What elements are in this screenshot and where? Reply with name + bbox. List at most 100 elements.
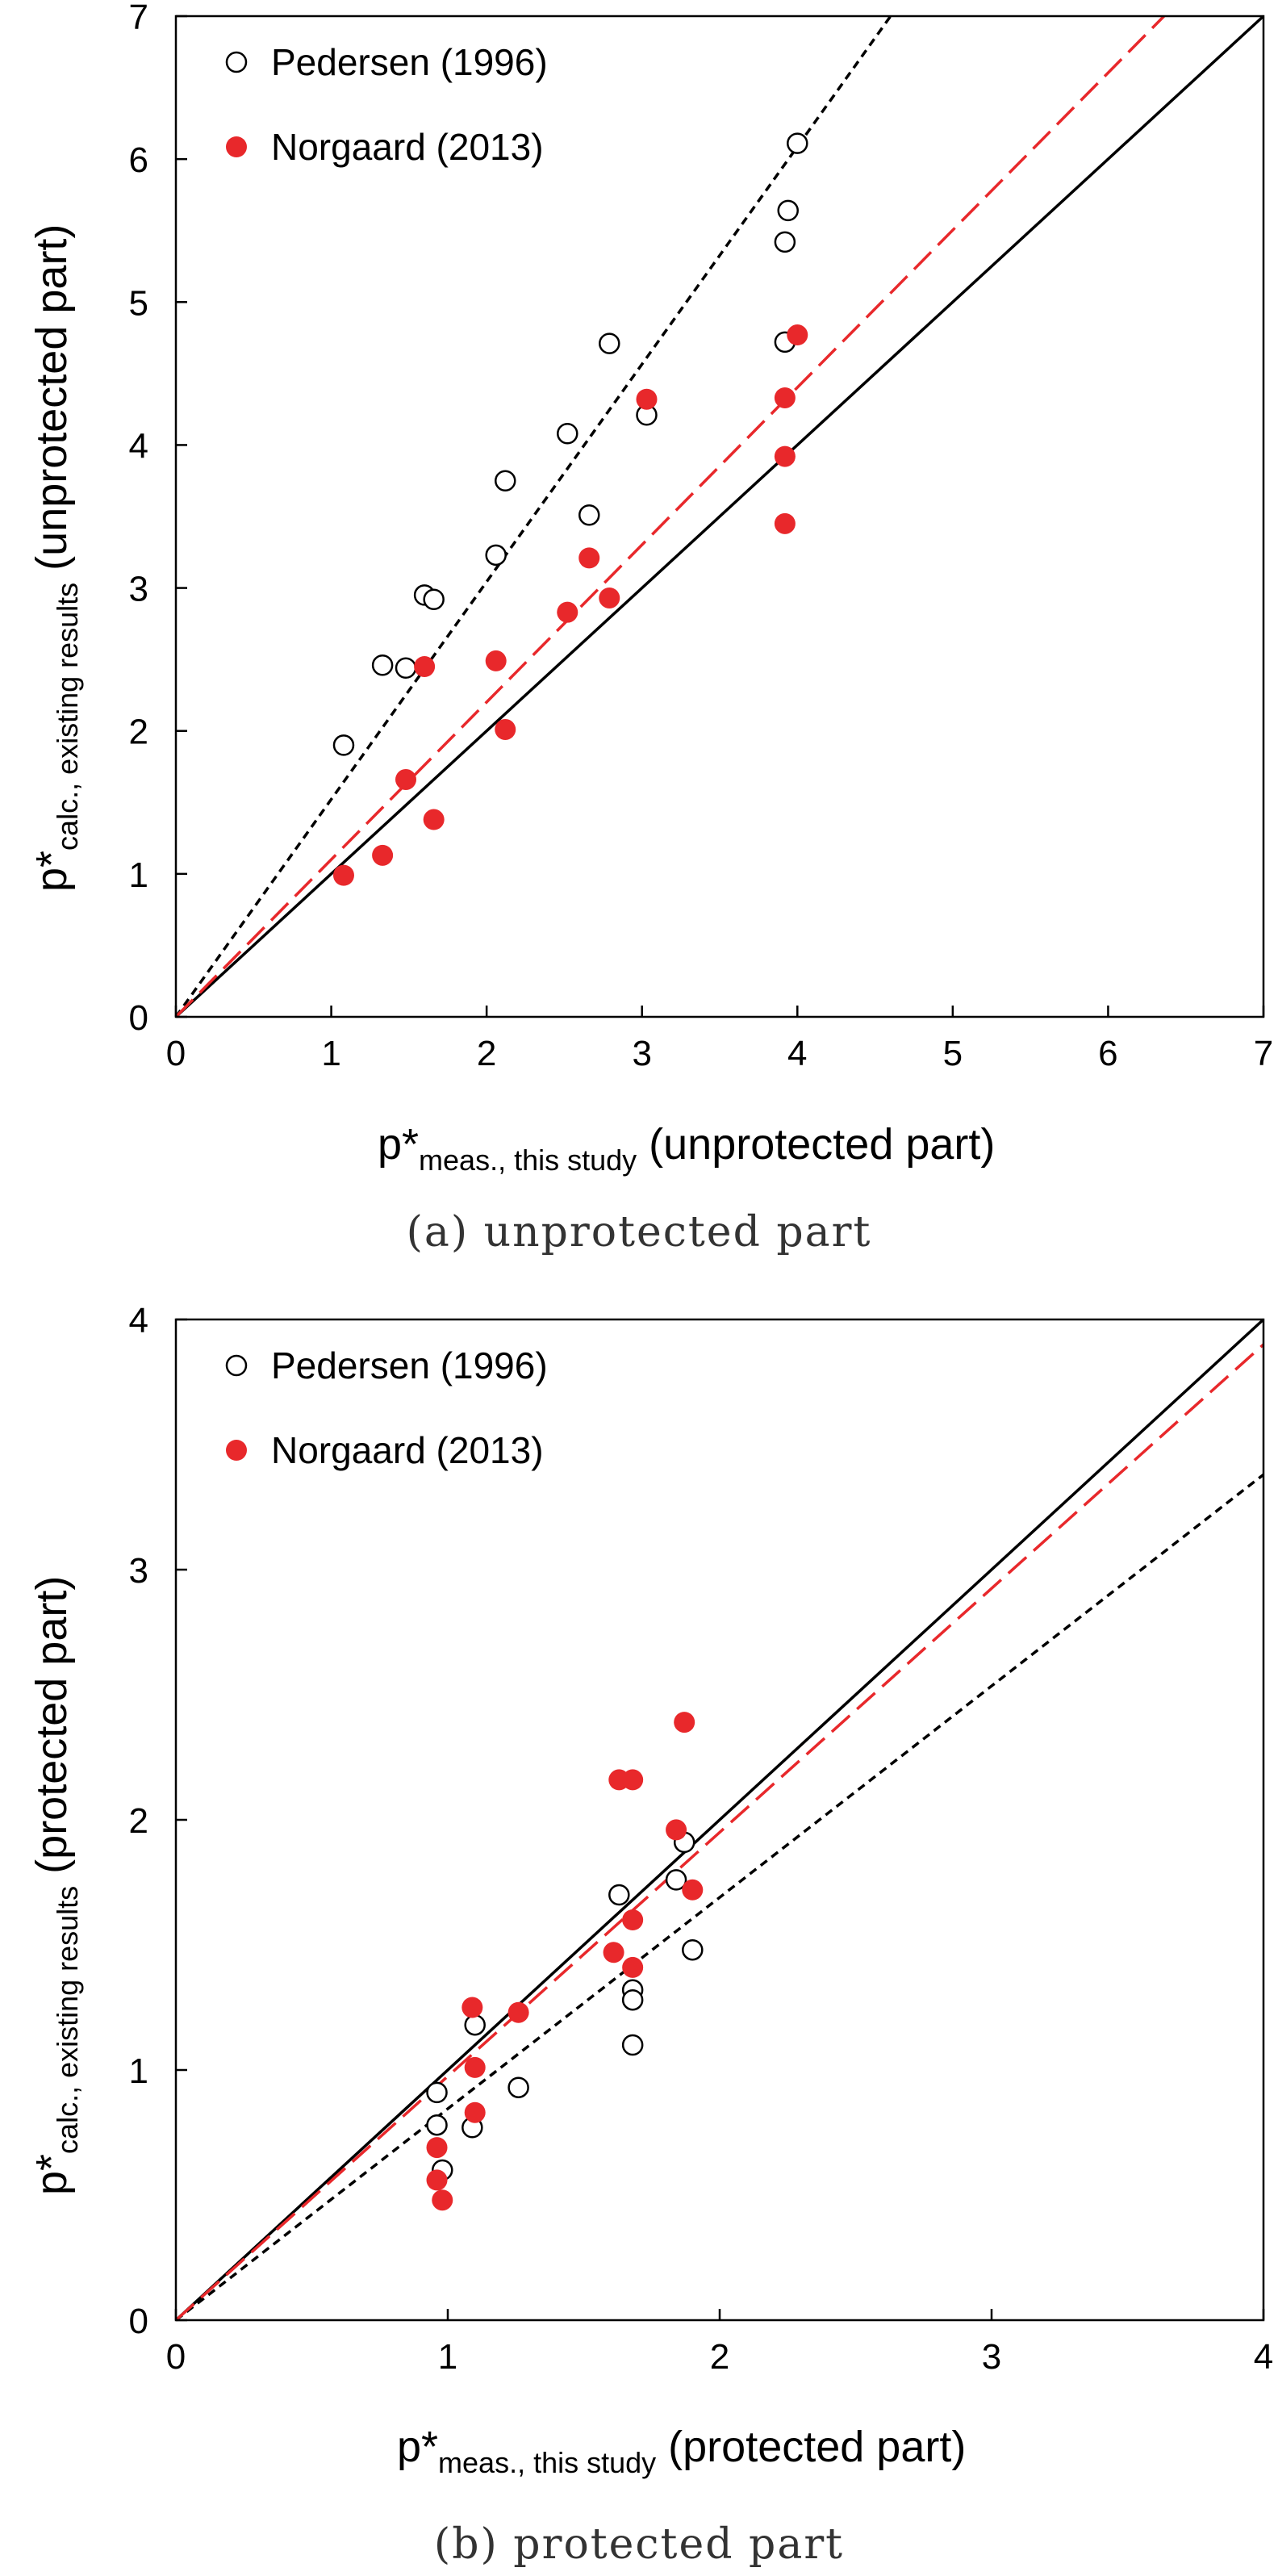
x-tick-label: 6 [1098, 1034, 1117, 1073]
legend-marker-pedersen [225, 1354, 248, 1377]
norgaard-point [395, 768, 417, 790]
norgaard-point [423, 809, 445, 830]
x-tick-label: 3 [982, 2337, 1001, 2377]
pedersen-point [423, 588, 445, 610]
pedersen-point [464, 2014, 486, 2036]
y-tick-label: 3 [129, 570, 148, 609]
norgaard-point [603, 1942, 624, 1963]
legend-label-pedersen: Pedersen (1996) [271, 1344, 548, 1386]
norgaard-point [426, 2137, 448, 2159]
chart-b-marks [174, 1318, 1265, 2322]
chart-a-marks [174, 15, 1265, 1018]
chart-a-x-label: p*meas., this study (unprotected part) [378, 1120, 995, 1177]
norgaard-point [682, 1879, 704, 1901]
pedersen-point [426, 2081, 448, 2104]
y-tick-label: 2 [129, 1801, 148, 1841]
pedersen-point [507, 2076, 529, 2098]
pedersen-point [599, 332, 620, 354]
chart-a-y-label-rest: (unprotected part) [27, 224, 76, 583]
x-tick-label: 2 [710, 2337, 729, 2377]
chart-b-y-label-main: p* [27, 2154, 76, 2195]
y-tick-label: 6 [129, 140, 148, 180]
chart-a-unprotected: 0 1 2 3 4 5 6 7 0 1 2 3 4 5 6 7 Pedersen (1996) Norgaa… [27, 0, 1273, 1257]
x-tick-label: 2 [477, 1034, 496, 1073]
legend-marker-norgaard [226, 1440, 247, 1461]
chart-a-y-label-main: p* [27, 851, 76, 892]
norgaard-point [578, 547, 600, 569]
chart-b-y-label: p*calc., existing results (protected par… [27, 1576, 84, 2195]
line-equality [174, 1318, 1265, 2322]
y-tick-label: 1 [129, 2051, 148, 2091]
legend-marker-pedersen [225, 51, 248, 73]
norgaard-point [461, 1997, 483, 2018]
y-tick-label: 3 [129, 1551, 148, 1591]
norgaard-point [426, 2169, 448, 2191]
pedersen-point [621, 2034, 644, 2056]
norgaard-point [622, 1956, 644, 1978]
chart-a-x-label-sub: meas., this study [419, 1144, 637, 1177]
chart-a-caption: (a) unprotected part [407, 1208, 872, 1257]
norgaard-point [372, 844, 394, 866]
chart-b-caption: (b) protected part [434, 2520, 844, 2569]
legend-label-norgaard: Norgaard (2013) [271, 1429, 544, 1471]
x-tick-label: 1 [438, 2337, 457, 2377]
norgaard-point [666, 1819, 687, 1841]
chart-a-x-label-rest: (unprotected part) [637, 1120, 995, 1169]
x-tick-label: 7 [1254, 1034, 1273, 1073]
pedersen-point [395, 657, 417, 680]
chart-b-legend: Pedersen (1996) Norgaard (2013) [225, 1344, 548, 1471]
norgaard-point [774, 445, 796, 467]
x-tick-label: 0 [166, 1034, 186, 1073]
line-equality [174, 15, 1265, 1018]
norgaard-point [414, 656, 436, 677]
x-tick-label: 3 [632, 1034, 651, 1073]
pedersen-point [426, 2114, 448, 2136]
pedersen-point [777, 199, 799, 222]
chart-b-x-label: p*meas., this study (protected part) [397, 2423, 966, 2479]
line-norgaard-fit [174, 1343, 1265, 2322]
chart-b-y-label-sub: calc., existing results [51, 1886, 84, 2154]
chart-b-x-label-main: p* [397, 2423, 438, 2471]
pedersen-point [682, 1938, 704, 1961]
norgaard-point [485, 650, 507, 671]
chart-a-legend: Pedersen (1996) Norgaard (2013) [225, 41, 548, 168]
norgaard-point [774, 512, 796, 534]
chart-b-y-ticks: 0 1 2 3 4 [129, 1301, 187, 2341]
chart-a-y-ticks: 0 1 2 3 4 5 6 7 [129, 0, 187, 1038]
norgaard-point [464, 2056, 486, 2078]
x-tick-label: 0 [166, 2337, 186, 2377]
norgaard-point [507, 2001, 529, 2023]
pedersen-point [332, 734, 355, 756]
pedersen-point [608, 1884, 630, 1906]
y-tick-label: 1 [129, 855, 148, 895]
norgaard-point [622, 1769, 644, 1791]
chart-b-x-label-sub: meas., this study [438, 2446, 656, 2479]
y-tick-label: 7 [129, 0, 148, 37]
y-tick-label: 0 [129, 998, 148, 1038]
pedersen-point [485, 544, 507, 567]
norgaard-point [787, 324, 808, 346]
y-tick-label: 4 [129, 1301, 148, 1340]
chart-a-x-ticks: 0 1 2 3 4 5 6 7 [166, 1006, 1273, 1073]
chart-a-plot-frame [174, 15, 1265, 1018]
pedersen-point [774, 231, 796, 253]
pedersen-point [665, 1869, 687, 1891]
norgaard-point [636, 388, 658, 410]
x-tick-label: 4 [1254, 2337, 1273, 2377]
chart-b-y-label-rest: (protected part) [27, 1576, 76, 1886]
norgaard-point [464, 2101, 486, 2123]
chart-a-y-label: p*calc., existing results (unprotected p… [27, 224, 84, 892]
norgaard-point [774, 387, 796, 408]
legend-marker-norgaard [226, 136, 247, 157]
norgaard-point [432, 2189, 453, 2211]
pedersen-point [557, 423, 578, 445]
legend-label-pedersen: Pedersen (1996) [271, 41, 548, 83]
norgaard-point [332, 864, 354, 886]
y-tick-label: 0 [129, 2302, 148, 2341]
line-norgaard-fit [174, 15, 1165, 1018]
pedersen-point [371, 654, 394, 676]
y-tick-label: 4 [129, 426, 148, 466]
pedersen-point [621, 1988, 644, 2011]
line-pedersen-fit [174, 1473, 1265, 2322]
